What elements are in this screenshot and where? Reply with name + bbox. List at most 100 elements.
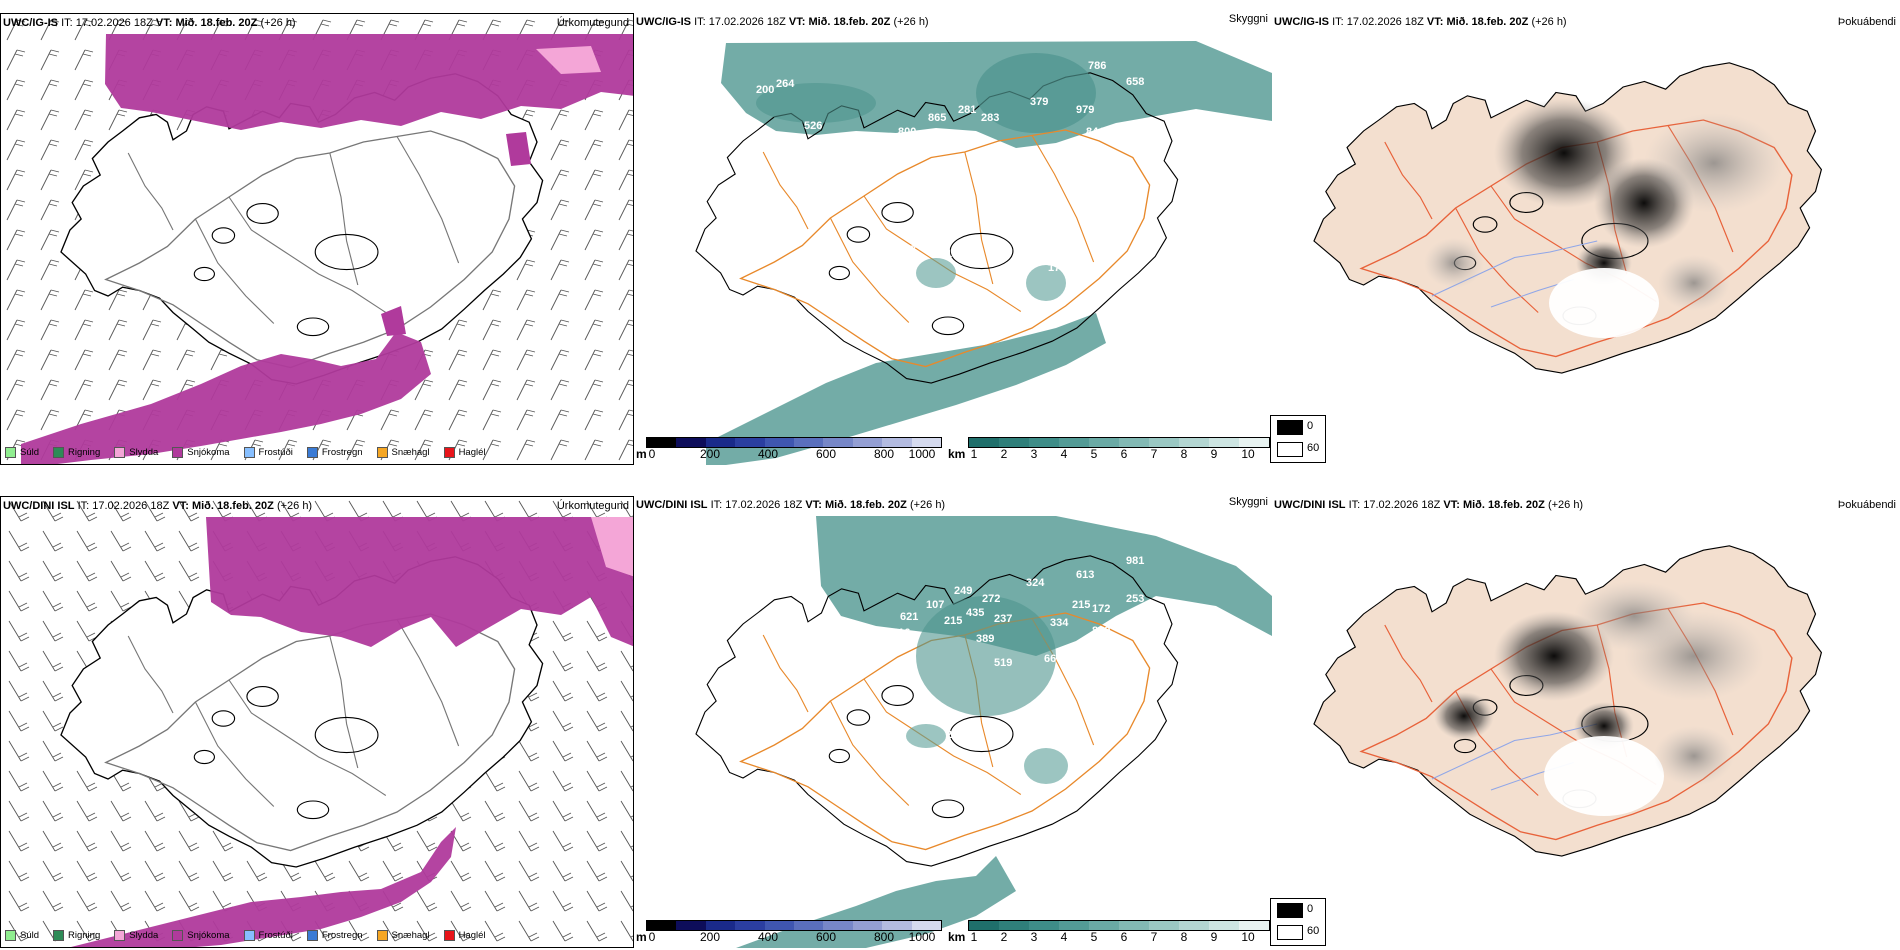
panel-title-fog: Þokuábendi xyxy=(1837,16,1896,28)
colorbar-unit: m xyxy=(636,447,647,461)
legend-swatch xyxy=(243,446,255,458)
it-value: 17.02.2026 18Z xyxy=(75,17,153,29)
cloud-base-label: 379 xyxy=(1030,96,1048,108)
legend-swatch xyxy=(306,446,318,458)
precip-map-canvas-bottom xyxy=(1,497,633,947)
cloud-base-label: 849 xyxy=(1092,625,1110,637)
legend-swatch xyxy=(53,446,65,458)
fog-swatch xyxy=(1277,925,1303,940)
cloud-base-label: 844 xyxy=(1086,126,1105,138)
lead-time: (+26 h) xyxy=(1547,499,1584,511)
model-name: UWC/DINI ISL xyxy=(636,499,708,511)
cloud-visibility-map-bottom: 621 616 107 249 215 435 272 237 324 613 … xyxy=(636,496,1272,948)
legend-item: Snæhagl xyxy=(376,446,430,458)
header-top-precip: UWC/IG-IS IT: 17.02.2026 18Z VT: Mið. 18… xyxy=(3,17,296,29)
vt-value: Mið. 18.feb. 20Z xyxy=(808,16,891,28)
it-label: IT: xyxy=(710,499,723,511)
it-value: 17.02.2026 18Z xyxy=(92,500,170,512)
cloud-map-canvas-top: 200 264 526 800 865 281 283 379 979 844 … xyxy=(695,41,1272,465)
header-bottom-precip: UWC/DINI ISL IT: 17.02.2026 18Z VT: Mið.… xyxy=(3,500,312,512)
cloud-visibility-map-top: 200 264 526 800 865 281 283 379 979 844 … xyxy=(636,13,1272,465)
header-bottom-fog: UWC/DINI ISL IT: 17.02.2026 18Z VT: Mið.… xyxy=(1274,499,1583,511)
fog-legend-bottom: 0 60 xyxy=(1270,898,1326,946)
it-label: IT: xyxy=(77,500,90,512)
vt-label: VT: xyxy=(1443,499,1460,511)
fog-swatch xyxy=(1277,420,1303,435)
legend-item: Haglél xyxy=(443,929,486,941)
colorbar-unit: km xyxy=(948,930,966,944)
cloud-base-label: 519 xyxy=(994,657,1012,669)
snow-area-north xyxy=(206,517,633,647)
legend-swatch xyxy=(114,446,126,458)
precip-legend: Súld Rigning Slydda Snjókoma Frostúði Fr… xyxy=(5,444,486,460)
cloud-base-label: 171 xyxy=(1048,262,1066,274)
snow-area-south xyxy=(71,827,456,947)
cloud-base-label: 200 xyxy=(756,84,774,96)
snow-area-south xyxy=(21,332,431,464)
vt-label: VT: xyxy=(172,500,189,512)
fog-map-canvas-bottom xyxy=(1313,545,1822,857)
legend-item: Snæhagl xyxy=(376,929,430,941)
lead-time: (+26 h) xyxy=(276,500,313,512)
legend-swatch xyxy=(443,446,455,458)
fog-map-canvas-top xyxy=(1313,62,1822,374)
cloud-base-label: 435 xyxy=(966,607,984,619)
legend-item: Rigning xyxy=(53,929,100,941)
vt-value: Mið. 18.feb. 20Z xyxy=(824,499,907,511)
legend-swatch xyxy=(443,929,455,941)
cloud-base-label: 613 xyxy=(1076,569,1094,581)
cloud-base-label: 334 xyxy=(1050,617,1069,629)
legend-swatch xyxy=(114,929,126,941)
vt-value: Mið. 18.feb. 20Z xyxy=(191,500,274,512)
cloud-base-label: 658 xyxy=(1126,76,1144,88)
vt-label: VT: xyxy=(155,17,173,29)
cloud-base-label: 110 xyxy=(1142,623,1160,635)
cloud-base-label: 215 xyxy=(944,615,962,627)
cloud-base-label: 621 xyxy=(900,611,918,623)
colorbar-cells xyxy=(646,437,942,448)
fog-swatch xyxy=(1277,903,1303,918)
colorbar-cells xyxy=(646,920,942,931)
cloud-base-label: 166 xyxy=(946,248,964,260)
cloud-base-label: 261 xyxy=(946,729,964,741)
colorbar-cells xyxy=(968,437,1270,448)
snow-patch-sw xyxy=(381,306,406,336)
vt-value: Mið. 18.feb. 20Z xyxy=(175,17,258,29)
legend-item: Rigning xyxy=(53,446,100,458)
it-value: 17.02.2026 18Z xyxy=(708,16,786,28)
vt-value: Mið. 18.feb. 20Z xyxy=(1446,16,1529,28)
colorbar-unit: km xyxy=(948,447,966,461)
sleet-area-ne xyxy=(591,517,633,577)
fog-index-map-top: UWC/IG-IS IT: 17.02.2026 18Z VT: Mið. 18… xyxy=(1274,13,1900,465)
colorbar-cells xyxy=(968,920,1270,931)
cloud-base-label: 324 xyxy=(1026,577,1045,589)
panel-title-fog: Þokuábendi xyxy=(1837,499,1896,511)
sleet-area-north xyxy=(536,46,601,74)
legend-swatch xyxy=(5,929,16,941)
panel-title-cloud: Skyggni xyxy=(1228,496,1268,508)
legend-swatch xyxy=(5,446,16,458)
snow-patch-east xyxy=(506,132,531,166)
cloud-base-label: 215 xyxy=(1072,599,1090,611)
legend-item: Frostregn xyxy=(306,446,363,458)
legend-item: Súld xyxy=(5,446,39,458)
fog-legend-top: 0 60 xyxy=(1270,415,1326,463)
it-value: 17.02.2026 18Z xyxy=(725,499,803,511)
legend-item: Slydda xyxy=(114,446,158,458)
cloud-base-label: 74 xyxy=(1054,693,1067,705)
model-name: UWC/DINI ISL xyxy=(1274,499,1346,511)
legend-swatch xyxy=(243,929,255,941)
lead-time: (+26 h) xyxy=(893,16,929,28)
model-name: UWC/DINI ISL xyxy=(3,500,75,512)
legend-swatch xyxy=(172,929,184,941)
lead-time: (+26 h) xyxy=(909,499,946,511)
cloud-base-label: 616 xyxy=(892,627,910,639)
panel-title-cloud: Skyggni xyxy=(1228,13,1268,25)
legend-item: Frostúði xyxy=(243,446,293,458)
model-name: UWC/IG-IS xyxy=(1274,16,1329,28)
legend-swatch xyxy=(53,929,65,941)
it-label: IT: xyxy=(61,17,73,29)
legend-item: Snjókoma xyxy=(172,446,230,458)
panel-title-precip: Úrkomutegund xyxy=(556,500,629,512)
it-label: IT: xyxy=(1348,499,1361,511)
